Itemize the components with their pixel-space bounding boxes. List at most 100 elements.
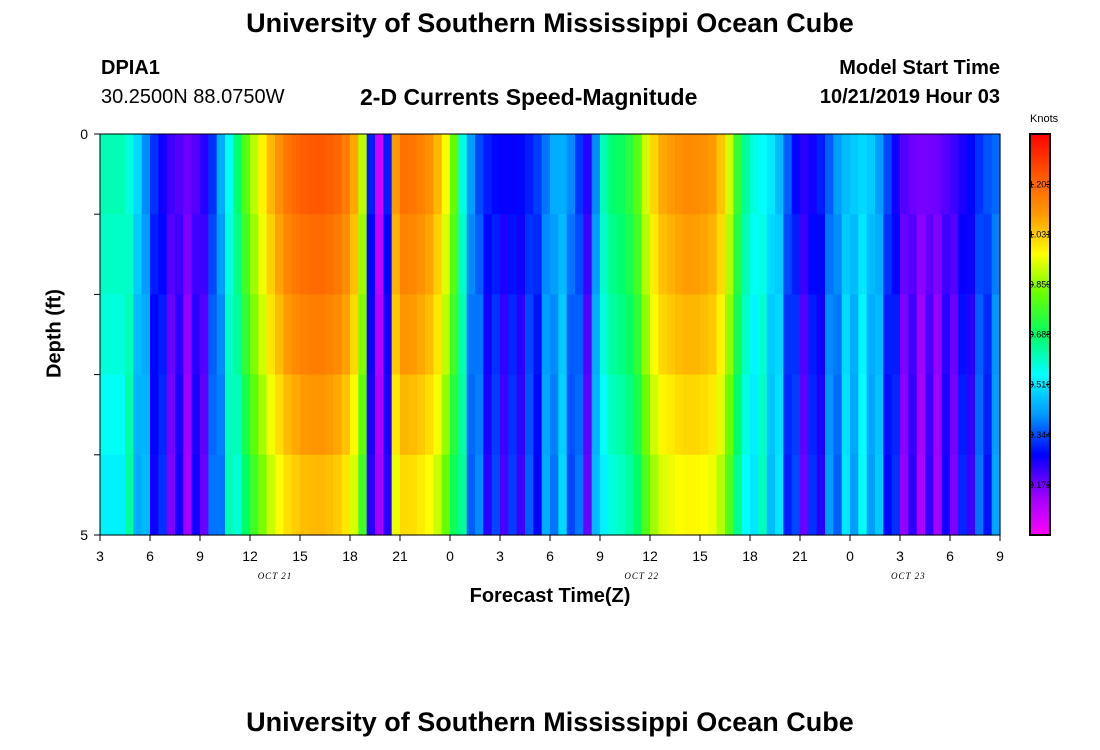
heatmap-cell (900, 134, 909, 215)
heatmap-cell (891, 454, 901, 536)
heatmap-cell (866, 454, 876, 536)
heatmap-cell (258, 134, 268, 215)
heatmap-cell (658, 214, 668, 295)
heatmap-cell (641, 134, 651, 215)
heatmap-cell (741, 454, 751, 536)
heatmap-cell (758, 214, 768, 295)
heatmap-cell (450, 134, 459, 215)
heatmap-cell (725, 454, 734, 536)
x-tick-label: 18 (342, 548, 358, 564)
heatmap-cell (300, 134, 309, 215)
heatmap-cell (550, 374, 559, 456)
heatmap-cell (158, 134, 168, 215)
heatmap-cell (200, 134, 209, 215)
heatmap-cell (333, 294, 343, 376)
heatmap-cell (483, 214, 493, 295)
heatmap-cell (833, 134, 843, 215)
heatmap-cell (808, 374, 818, 456)
heatmap-cell (566, 294, 576, 376)
heatmap-cell (566, 214, 576, 295)
heatmap-cell (991, 374, 1001, 456)
heatmap-cell (750, 454, 759, 536)
heatmap-cell (191, 214, 201, 295)
heatmap-cell (533, 214, 543, 295)
heatmap-cell (608, 454, 618, 536)
heatmap-cell (491, 454, 501, 536)
heatmap-cell (133, 374, 143, 456)
heatmap-cell (883, 134, 893, 215)
heatmap-cell (691, 134, 701, 215)
heatmap-cell (391, 454, 401, 536)
heatmap-cell (883, 214, 893, 295)
heatmap-cell (600, 374, 609, 456)
heatmap-cell (241, 294, 251, 376)
heatmap-cell (725, 294, 734, 376)
heatmap-cell (441, 454, 451, 536)
heatmap-cell (616, 374, 626, 456)
heatmap-cell (425, 454, 434, 536)
heatmap-cell (258, 454, 268, 536)
heatmap-cell (116, 454, 126, 536)
heatmap-cell (125, 214, 134, 295)
heatmap-cell (233, 374, 243, 456)
heatmap-cell (866, 374, 876, 456)
heatmap-cell (816, 134, 826, 215)
heatmap-cell (200, 214, 209, 295)
heatmap-cell (275, 454, 284, 536)
heatmap-cell (141, 454, 151, 536)
heatmap-cell (100, 134, 109, 215)
heatmap-cell (733, 374, 743, 456)
model-start-label: Model Start Time (839, 57, 1000, 79)
heatmap-cell (708, 214, 718, 295)
heatmap-cell (141, 374, 151, 456)
heatmap-cell (175, 134, 184, 215)
heatmap-cell (566, 374, 576, 456)
x-tick-label: 15 (292, 548, 308, 564)
station-coordinates: 30.2500N 88.0750W (101, 86, 285, 108)
heatmap-cell (625, 134, 634, 215)
heatmap-cell (350, 134, 359, 215)
heatmap-cell (825, 294, 834, 376)
heatmap-cell (608, 294, 618, 376)
heatmap-cell (191, 374, 201, 456)
heatmap-cell (316, 294, 326, 376)
heatmap-cell (975, 294, 984, 376)
heatmap-cell (608, 374, 618, 456)
heatmap-cell (908, 214, 918, 295)
heatmap-cell (925, 294, 934, 376)
heatmap-cell (458, 134, 468, 215)
heatmap-cell (175, 214, 184, 295)
heatmap-cell (233, 134, 243, 215)
heatmap-cell (583, 214, 593, 295)
heatmap-cell (275, 294, 284, 376)
heatmap-cell (500, 454, 509, 536)
heatmap-cell (133, 454, 143, 536)
heatmap-cell (908, 134, 918, 215)
heatmap-cell (183, 294, 193, 376)
heatmap-cell (683, 294, 693, 376)
heatmap-cell (950, 374, 959, 456)
heatmap-cell (900, 214, 909, 295)
heatmap-cell (825, 134, 834, 215)
heatmap-cell (366, 454, 376, 536)
heatmap-cell (266, 294, 276, 376)
heatmap-cell (316, 454, 326, 536)
heatmap-cell (783, 134, 793, 215)
x-tick-label: 15 (692, 548, 708, 564)
heatmap-cell (375, 214, 384, 295)
colorbar-tick-label: 0.859 (1029, 280, 1052, 290)
heatmap-cell (733, 294, 743, 376)
heatmap-cell (508, 454, 518, 536)
heatmap-cell (666, 214, 676, 295)
heatmap-cell (575, 374, 584, 456)
heatmap-cell (700, 454, 709, 536)
heatmap-cell (925, 374, 934, 456)
heatmap-cell (533, 134, 543, 215)
heatmap-cell (641, 374, 651, 456)
heatmap-cell (966, 134, 976, 215)
x-tick-label: 3 (496, 548, 504, 564)
heatmap-cell (666, 374, 676, 456)
heatmap-cell (958, 374, 968, 456)
colorbar-tick-label: 0.516 (1029, 380, 1052, 390)
heatmap-cell (633, 214, 643, 295)
